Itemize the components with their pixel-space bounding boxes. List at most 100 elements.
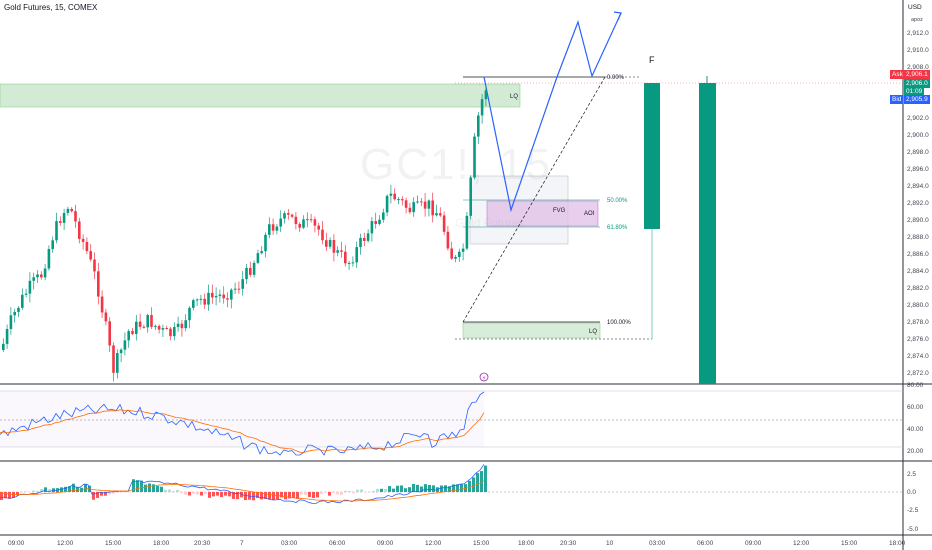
lq-top-zone[interactable] <box>0 83 521 108</box>
candle-body[interactable] <box>461 248 465 252</box>
fib-trend-line[interactable] <box>462 76 606 323</box>
candle-body[interactable] <box>78 221 81 239</box>
candle-body[interactable] <box>458 251 461 257</box>
candle-body[interactable] <box>363 237 366 241</box>
candle-body[interactable] <box>214 296 218 298</box>
candle-body[interactable] <box>260 251 263 254</box>
candlestick-series[interactable] <box>2 86 488 382</box>
candle-body[interactable] <box>252 262 256 275</box>
candle-body[interactable] <box>359 237 362 248</box>
candle-body[interactable] <box>9 315 13 330</box>
candle-body[interactable] <box>423 201 427 209</box>
candle-body[interactable] <box>328 240 332 247</box>
candle-body[interactable] <box>275 226 279 231</box>
candle-body[interactable] <box>427 200 431 209</box>
candle-body[interactable] <box>351 262 355 264</box>
candle-body[interactable] <box>74 211 77 222</box>
candle-body[interactable] <box>241 279 244 289</box>
candle-body[interactable] <box>317 225 320 230</box>
candle-body[interactable] <box>176 323 180 328</box>
candle-body[interactable] <box>21 294 24 308</box>
candle-body[interactable] <box>199 298 203 300</box>
candle-body[interactable] <box>477 115 480 137</box>
candle-body[interactable] <box>28 280 32 294</box>
candle-body[interactable] <box>108 321 111 346</box>
projection-path[interactable] <box>483 12 622 213</box>
candle-body[interactable] <box>100 296 104 313</box>
candle-body[interactable] <box>435 213 438 216</box>
candle-body[interactable] <box>454 256 457 259</box>
candle-body[interactable] <box>5 329 9 344</box>
candle-body[interactable] <box>389 193 393 196</box>
candle-body[interactable] <box>138 321 142 327</box>
candle-body[interactable] <box>325 240 328 247</box>
candle-body[interactable] <box>165 328 168 330</box>
currency-label[interactable]: USD <box>908 4 922 11</box>
candle-body[interactable] <box>397 199 400 201</box>
candle-body[interactable] <box>294 216 298 225</box>
f-candle[interactable] <box>644 83 660 229</box>
candle-body[interactable] <box>119 349 123 354</box>
event-icon[interactable] <box>479 372 489 382</box>
candle-body[interactable] <box>256 253 260 263</box>
scale-mode-label[interactable]: apoz <box>911 17 923 23</box>
candle-body[interactable] <box>173 327 176 337</box>
candle-body[interactable] <box>146 314 149 328</box>
candle-body[interactable] <box>336 250 339 253</box>
candle-body[interactable] <box>89 251 92 260</box>
candle-body[interactable] <box>446 231 450 249</box>
candle-body[interactable] <box>51 240 54 250</box>
candle-body[interactable] <box>385 195 389 213</box>
macd-line[interactable] <box>0 464 485 504</box>
candle-body[interactable] <box>97 271 100 297</box>
rsi-line[interactable] <box>0 391 485 456</box>
candle-body[interactable] <box>40 274 43 278</box>
candle-body[interactable] <box>59 221 62 223</box>
candle-body[interactable] <box>374 221 377 224</box>
candle-body[interactable] <box>13 311 16 316</box>
candle-body[interactable] <box>298 224 301 228</box>
candle-body[interactable] <box>393 193 396 200</box>
candle-body[interactable] <box>2 343 5 350</box>
candle-body[interactable] <box>93 259 96 272</box>
chart-title[interactable]: Gold Futures, 15, COMEX <box>4 3 98 12</box>
candle-body[interactable] <box>313 219 317 226</box>
candle-body[interactable] <box>283 213 286 219</box>
candle-body[interactable] <box>344 251 347 264</box>
candle-body[interactable] <box>401 199 404 201</box>
time-axis[interactable]: 09:00 12:00 15:00 18:00 20:30 7 03:00 06:00 09:0… <box>8 540 906 547</box>
candle-body[interactable] <box>287 213 290 215</box>
candle-body[interactable] <box>442 215 446 232</box>
candle-body[interactable] <box>439 213 442 216</box>
candle-body[interactable] <box>70 208 73 212</box>
candle-body[interactable] <box>180 323 184 329</box>
candle-body[interactable] <box>306 219 309 221</box>
candle-body[interactable] <box>465 215 469 249</box>
candle-body[interactable] <box>268 224 271 235</box>
candle-body[interactable] <box>32 277 35 281</box>
candle-body[interactable] <box>249 267 252 275</box>
candle-body[interactable] <box>127 331 130 341</box>
candle-body[interactable] <box>43 268 47 278</box>
candle-body[interactable] <box>24 293 28 295</box>
candle-body[interactable] <box>404 200 408 208</box>
candle-body[interactable] <box>150 314 153 327</box>
candle-body[interactable] <box>81 238 85 242</box>
candle-body[interactable] <box>473 136 476 178</box>
candle-body[interactable] <box>290 214 294 217</box>
candle-body[interactable] <box>378 219 381 224</box>
candle-body[interactable] <box>480 99 484 116</box>
candle-body[interactable] <box>218 294 222 297</box>
candle-body[interactable] <box>469 177 472 216</box>
candle-body[interactable] <box>36 274 39 278</box>
candle-body[interactable] <box>366 233 370 241</box>
macd-signal-line[interactable] <box>0 480 485 502</box>
macd-histogram[interactable] <box>0 465 487 501</box>
candle-body[interactable] <box>203 298 206 305</box>
candle-body[interactable] <box>416 201 419 203</box>
candle-body[interactable] <box>161 328 165 330</box>
candle-body[interactable] <box>112 345 115 373</box>
candle-body[interactable] <box>226 298 229 300</box>
candle-body[interactable] <box>104 312 108 322</box>
